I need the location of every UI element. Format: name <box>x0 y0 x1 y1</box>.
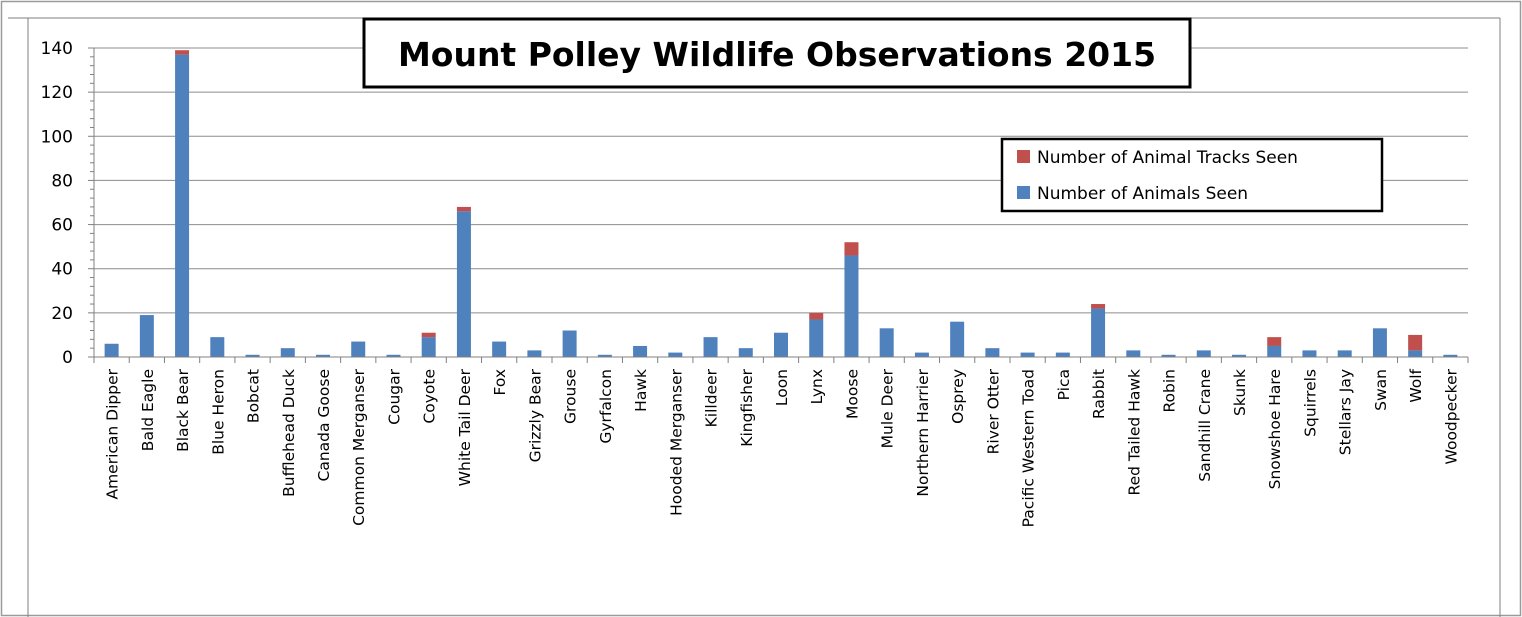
legend: Number of Animal Tracks Seen Number of A… <box>1002 139 1382 211</box>
x-label-7: Common Merganser <box>350 368 368 526</box>
bar-tracks-9 <box>422 333 436 337</box>
bar-tracks-2 <box>175 50 189 54</box>
y-tick-label-140: 140 <box>41 39 73 59</box>
bar-animals-25 <box>985 348 999 357</box>
bar-animals-16 <box>668 353 682 357</box>
x-label-1: Bald Eagle <box>139 369 157 451</box>
bar-animals-24 <box>950 322 964 357</box>
bar-animals-31 <box>1197 350 1211 357</box>
y-tick-label-60: 60 <box>51 216 73 236</box>
x-label-36: Swan <box>1372 369 1390 411</box>
bar-animals-17 <box>704 337 718 357</box>
x-label-5: Bufflehead Duck <box>280 369 298 497</box>
bar-animals-15 <box>633 346 647 357</box>
legend-label-animals: Number of Animals Seen <box>1037 184 1248 204</box>
y-tick-label-120: 120 <box>41 83 73 103</box>
legend-label-tracks: Number of Animal Tracks Seen <box>1037 148 1298 168</box>
bar-animals-5 <box>281 348 295 357</box>
x-label-8: Cougar <box>385 368 403 424</box>
bar-animals-1 <box>140 315 154 357</box>
x-label-6: Canada Goose <box>315 369 333 482</box>
x-label-37: Wolf <box>1407 368 1425 402</box>
x-label-17: Killdeer <box>703 368 721 427</box>
x-label-22: Mule Deer <box>879 368 897 448</box>
bar-animals-21 <box>844 255 858 357</box>
x-label-34: Squirrels <box>1301 369 1319 437</box>
bar-animals-23 <box>915 353 929 357</box>
chart-title: Mount Polley Wildlife Observations 2015 <box>398 35 1156 74</box>
x-label-2: Black Bear <box>174 368 192 452</box>
x-label-24: Osprey <box>949 369 967 424</box>
x-label-11: Fox <box>491 369 509 396</box>
y-tick-label-0: 0 <box>62 348 73 368</box>
bar-animals-11 <box>492 342 506 357</box>
x-label-33: Snowshoe Hare <box>1266 369 1284 489</box>
bar-tracks-33 <box>1267 337 1281 346</box>
x-label-16: Hooded Merganser <box>667 368 685 516</box>
bar-animals-28 <box>1091 308 1105 357</box>
x-label-15: Hawk <box>632 369 650 412</box>
bar-animals-9 <box>422 337 436 357</box>
x-label-0: American Dipper <box>104 368 122 499</box>
bar-tracks-20 <box>809 313 823 320</box>
x-label-28: Rabbit <box>1090 369 1108 419</box>
bar-animals-22 <box>880 328 894 357</box>
bar-animals-10 <box>457 211 471 357</box>
y-tick-label-100: 100 <box>41 127 73 147</box>
x-label-14: Gyrfalcon <box>597 369 615 444</box>
x-label-31: Sandhill Crane <box>1196 369 1214 482</box>
x-label-19: Loon <box>773 369 791 406</box>
bar-animals-26 <box>1021 353 1035 357</box>
x-label-29: Red Tailed Hawk <box>1125 369 1143 496</box>
bar-animals-2 <box>175 55 189 357</box>
x-label-21: Moose <box>843 369 861 419</box>
x-label-30: Robin <box>1161 369 1179 413</box>
x-label-3: Blue Heron <box>209 369 227 455</box>
x-label-38: Woodpecker <box>1442 368 1460 464</box>
x-label-4: Bobcat <box>245 369 263 423</box>
x-label-25: River Otter <box>984 368 1002 454</box>
chart-title-box: Mount Polley Wildlife Observations 2015 <box>364 19 1190 87</box>
bar-animals-35 <box>1338 350 1352 357</box>
bar-animals-27 <box>1056 353 1070 357</box>
bar-animals-36 <box>1373 328 1387 357</box>
bar-animals-3 <box>210 337 224 357</box>
legend-swatch-tracks <box>1017 150 1030 163</box>
bar-animals-12 <box>527 350 541 357</box>
bar-animals-29 <box>1126 350 1140 357</box>
bar-animals-34 <box>1302 350 1316 357</box>
x-label-9: Coyote <box>421 369 439 424</box>
legend-swatch-animals <box>1017 186 1030 199</box>
bar-animals-18 <box>739 348 753 357</box>
x-label-10: White Tail Deer <box>456 368 474 486</box>
x-label-13: Grouse <box>562 369 580 424</box>
y-tick-label-20: 20 <box>51 304 73 324</box>
bar-animals-20 <box>809 319 823 357</box>
x-label-26: Pacific Western Toad <box>1020 369 1038 527</box>
x-label-32: Skunk <box>1231 369 1249 416</box>
x-label-18: Kingfisher <box>738 368 756 446</box>
bar-animals-19 <box>774 333 788 357</box>
x-label-12: Grizzly Bear <box>526 368 544 462</box>
bar-animals-13 <box>563 331 577 357</box>
bar-animals-7 <box>351 342 365 357</box>
bar-animals-33 <box>1267 346 1281 357</box>
bar-tracks-28 <box>1091 304 1105 308</box>
x-label-27: Pica <box>1055 369 1073 400</box>
bar-tracks-37 <box>1408 335 1422 350</box>
bar-animals-37 <box>1408 350 1422 357</box>
x-label-35: Stellars Jay <box>1337 369 1355 455</box>
y-tick-label-80: 80 <box>51 171 73 191</box>
x-label-20: Lynx <box>808 369 826 404</box>
bar-tracks-10 <box>457 207 471 211</box>
bar-tracks-21 <box>844 242 858 255</box>
y-tick-label-40: 40 <box>51 260 73 280</box>
x-label-23: Northern Harrier <box>914 368 932 496</box>
bar-animals-0 <box>105 344 119 357</box>
